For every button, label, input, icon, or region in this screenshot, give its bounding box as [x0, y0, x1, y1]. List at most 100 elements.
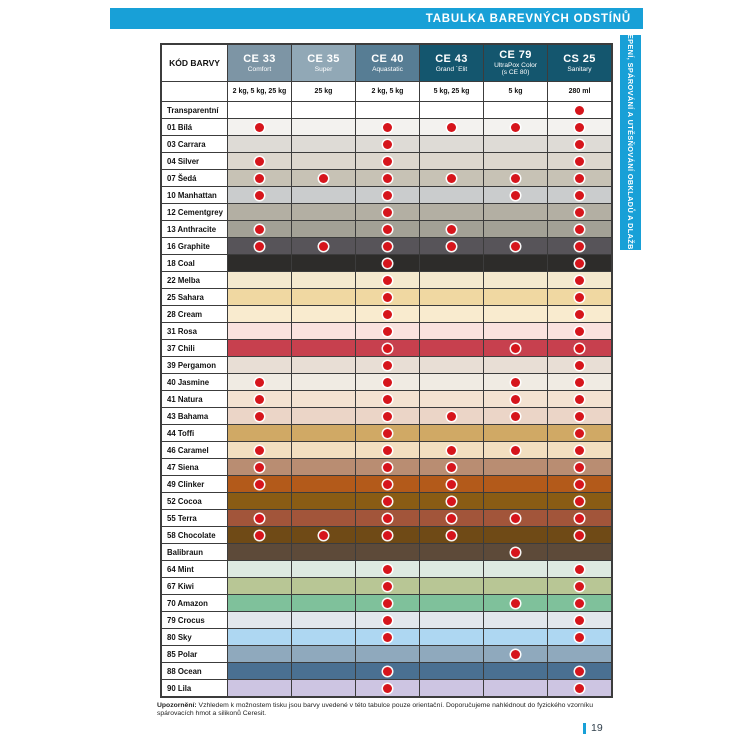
color-swatch-cell	[420, 459, 483, 475]
section-side-tab: LEPENÍ, SPÁROVÁNÍ A UTĚSŇOVÁNÍ OBKLADŮ A…	[620, 29, 641, 256]
color-swatch-cell	[420, 357, 483, 373]
color-swatch-cell	[292, 595, 355, 611]
color-swatch-cell	[484, 510, 547, 526]
color-swatch-cell	[420, 255, 483, 271]
color-swatch-cell	[356, 663, 419, 679]
color-swatch-cell	[356, 612, 419, 628]
color-row-label: 40 Jasmine	[162, 374, 227, 390]
color-swatch-cell	[292, 170, 355, 186]
color-swatch-cell	[420, 187, 483, 203]
availability-dot	[255, 173, 264, 183]
availability-dot	[575, 632, 584, 642]
availability-dot	[511, 377, 520, 387]
color-swatch-cell	[420, 561, 483, 577]
color-swatch-cell	[548, 442, 611, 458]
page-number-bar-icon	[583, 722, 586, 734]
availability-dot	[319, 173, 328, 183]
availability-dot	[383, 496, 392, 506]
availability-dot	[575, 530, 584, 540]
availability-dot	[255, 445, 264, 455]
color-swatch-cell	[228, 459, 291, 475]
color-swatch-cell	[548, 272, 611, 288]
color-swatch-cell	[484, 136, 547, 152]
product-subtitle: UltraPox Color	[494, 61, 537, 69]
color-swatch-cell	[292, 306, 355, 322]
availability-dot	[575, 190, 584, 200]
color-row-label: 28 Cream	[162, 306, 227, 322]
availability-dot	[447, 530, 456, 540]
availability-dot	[447, 241, 456, 251]
color-swatch-cell	[228, 476, 291, 492]
color-swatch-cell	[484, 663, 547, 679]
color-row-label: 18 Coal	[162, 255, 227, 271]
color-swatch-cell	[420, 544, 483, 560]
availability-dot	[447, 411, 456, 421]
availability-dot	[319, 530, 328, 540]
color-swatch-cell	[292, 629, 355, 645]
color-swatch-cell	[484, 578, 547, 594]
availability-dot	[319, 241, 328, 251]
color-row-label: 80 Sky	[162, 629, 227, 645]
color-swatch-cell	[292, 221, 355, 237]
availability-dot	[511, 411, 520, 421]
color-row-label: 90 Lila	[162, 680, 227, 696]
color-swatch-cell	[356, 187, 419, 203]
availability-dot	[575, 139, 584, 149]
color-swatch-cell	[484, 272, 547, 288]
color-swatch-cell	[548, 527, 611, 543]
color-swatch-cell	[548, 510, 611, 526]
color-swatch-cell	[356, 680, 419, 696]
availability-dot	[575, 615, 584, 625]
product-code: CE 35	[307, 52, 340, 65]
color-swatch-cell	[292, 289, 355, 305]
product-code: CE 79	[499, 49, 532, 62]
color-swatch-cell	[228, 391, 291, 407]
color-swatch-cell	[356, 119, 419, 135]
color-swatch-cell	[548, 459, 611, 475]
availability-dot	[575, 224, 584, 234]
availability-dot	[447, 496, 456, 506]
color-swatch-cell	[484, 119, 547, 135]
color-row-label: 04 Silver	[162, 153, 227, 169]
color-swatch-cell	[548, 663, 611, 679]
product-subtitle-2: (s CE 80)	[501, 69, 530, 77]
color-swatch-cell	[292, 374, 355, 390]
color-swatch-cell	[548, 374, 611, 390]
color-swatch-cell	[420, 680, 483, 696]
color-swatch-cell	[356, 136, 419, 152]
color-swatch-cell	[420, 408, 483, 424]
color-swatch-cell	[420, 578, 483, 594]
color-row-label: Balibraun	[162, 544, 227, 560]
color-swatch-cell	[548, 595, 611, 611]
color-swatch-cell	[292, 680, 355, 696]
color-swatch-cell	[356, 238, 419, 254]
color-swatch-cell	[420, 425, 483, 441]
color-swatch-cell	[292, 204, 355, 220]
color-swatch-cell	[484, 425, 547, 441]
color-swatch-cell	[420, 612, 483, 628]
color-row-label: 01 Bílá	[162, 119, 227, 135]
color-swatch-cell	[228, 629, 291, 645]
package-size-cell: 2 kg, 5 kg	[356, 82, 419, 101]
color-swatch-cell	[292, 612, 355, 628]
color-swatch-cell	[228, 357, 291, 373]
color-swatch-cell	[356, 323, 419, 339]
color-swatch-cell	[356, 646, 419, 662]
footnote-text: Vzhledem k možnostem tisku jsou barvy uv…	[157, 702, 593, 718]
color-row-label: 37 Chili	[162, 340, 227, 356]
availability-dot	[575, 105, 584, 115]
color-swatch-cell	[356, 527, 419, 543]
availability-dot	[255, 190, 264, 200]
availability-dot	[447, 479, 456, 489]
availability-dot	[383, 445, 392, 455]
color-row-label: 52 Cocoa	[162, 493, 227, 509]
color-swatch-cell	[420, 221, 483, 237]
color-swatch-cell	[548, 187, 611, 203]
color-swatch-cell	[484, 204, 547, 220]
package-size-cell: 25 kg	[292, 82, 355, 101]
availability-dot	[511, 190, 520, 200]
color-swatch-cell	[548, 170, 611, 186]
color-swatch-cell	[420, 510, 483, 526]
color-swatch-cell	[228, 680, 291, 696]
color-swatch-cell	[356, 561, 419, 577]
